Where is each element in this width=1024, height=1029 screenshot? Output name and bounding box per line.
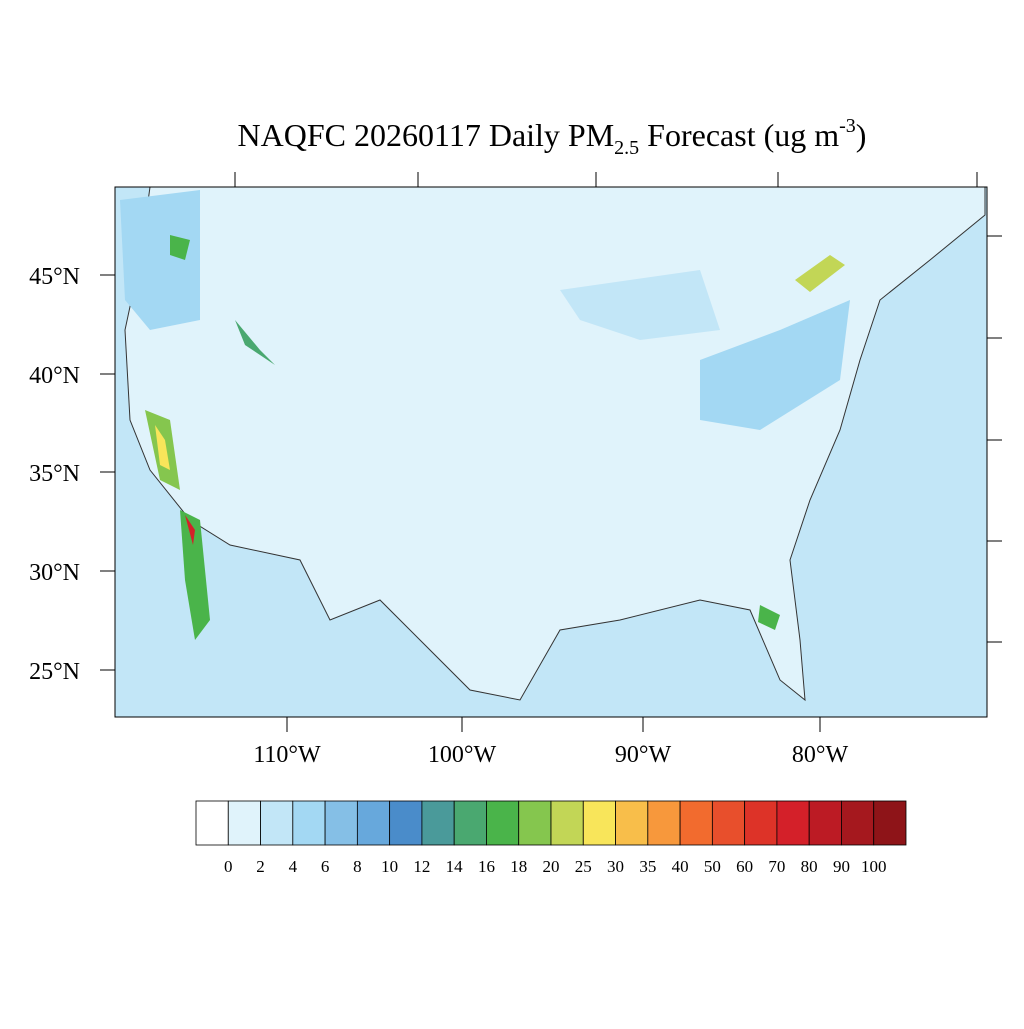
land bbox=[124, 186, 986, 702]
lat-label: 25°N bbox=[29, 659, 80, 685]
colorbar-box bbox=[582, 800, 616, 846]
lon-label: 90°W bbox=[615, 742, 672, 768]
lat-label: 30°N bbox=[29, 560, 80, 586]
colorbar-label: 40 bbox=[672, 857, 689, 876]
colorbar-box bbox=[260, 800, 294, 846]
map-ticks bbox=[100, 172, 1002, 732]
hotspot-seattle bbox=[170, 235, 190, 260]
axis-labels: 45°N 40°N 35°N 30°N 25°N 110°W 100°W 90°W 80°W bbox=[29, 264, 848, 768]
great-lakes-haze bbox=[560, 270, 720, 340]
colorbar-box bbox=[486, 800, 520, 846]
colorbar-label: 10 bbox=[381, 857, 398, 876]
colorbar-label: 18 bbox=[510, 857, 527, 876]
colorbar-box bbox=[550, 800, 584, 846]
colorbar-label: 100 bbox=[861, 857, 887, 876]
colorbar: 0 2 4 6 8 10 12 14 16 18 20 25 30 35 40 50 60 70 80 90 100 bbox=[195, 800, 907, 876]
title-sub: 2.5 bbox=[614, 137, 639, 159]
colorbar-label: 20 bbox=[543, 857, 560, 876]
colorbar-label: 0 bbox=[224, 857, 233, 876]
hotspot-baja bbox=[180, 510, 210, 640]
colorbar-box bbox=[744, 800, 778, 846]
colorbar-box bbox=[776, 800, 810, 846]
colorbar-box bbox=[324, 800, 358, 846]
colorbar-box bbox=[615, 800, 649, 846]
colorbar-box bbox=[292, 800, 326, 846]
colorbar-label: 80 bbox=[801, 857, 818, 876]
lon-label: 110°W bbox=[253, 742, 321, 768]
hotspot-cv-core bbox=[155, 425, 170, 470]
colorbar-label: 50 bbox=[704, 857, 721, 876]
colorbar-box bbox=[227, 800, 261, 846]
lon-label: 80°W bbox=[792, 742, 849, 768]
lat-label: 40°N bbox=[29, 363, 80, 389]
lat-label: 35°N bbox=[29, 461, 80, 487]
map bbox=[100, 172, 1002, 732]
colorbar-label: 16 bbox=[478, 857, 495, 876]
colorbar-label: 8 bbox=[353, 857, 362, 876]
colorbar-box bbox=[356, 800, 391, 846]
lon-label: 100°W bbox=[428, 742, 497, 768]
colorbar-box bbox=[453, 800, 487, 846]
colorbar-label: 25 bbox=[575, 857, 592, 876]
title-end: ) bbox=[856, 117, 867, 153]
colorbar-box bbox=[873, 800, 907, 846]
colorbar-label: 14 bbox=[446, 857, 464, 876]
colorbar-label: 4 bbox=[289, 857, 298, 876]
title-sup: -3 bbox=[839, 115, 856, 137]
title-main: NAQFC 20260117 Daily PM bbox=[238, 117, 615, 153]
colorbar-label: 70 bbox=[768, 857, 785, 876]
hotspot-florida bbox=[758, 605, 780, 630]
colorbar-label: 12 bbox=[413, 857, 430, 876]
hotspot-montreal bbox=[795, 255, 845, 292]
colorbar-label: 30 bbox=[607, 857, 624, 876]
colorbar-label: 90 bbox=[833, 857, 850, 876]
colorbar-label: 6 bbox=[321, 857, 330, 876]
colorbar-box bbox=[679, 800, 713, 846]
colorbar-box bbox=[647, 800, 681, 846]
haze-east bbox=[700, 300, 850, 430]
haze-nw bbox=[120, 190, 200, 330]
colorbar-box bbox=[389, 800, 423, 846]
colorbar-box bbox=[711, 800, 746, 846]
colorbar-box bbox=[518, 800, 552, 846]
map-frame bbox=[114, 186, 988, 718]
colorbar-box bbox=[841, 800, 875, 846]
title-rest: Forecast (ug m bbox=[639, 117, 839, 153]
colorbar-box bbox=[421, 800, 455, 846]
colorbar-label: 60 bbox=[736, 857, 753, 876]
title: NAQFC 20260117 Daily PM2.5 Forecast (ug … bbox=[238, 115, 867, 159]
lat-label: 45°N bbox=[29, 264, 80, 290]
colorbar-box bbox=[808, 800, 842, 846]
hotspot-la bbox=[185, 515, 195, 545]
colorbar-label: 35 bbox=[639, 857, 656, 876]
colorbar-box bbox=[195, 800, 229, 846]
colorbar-label: 2 bbox=[256, 857, 265, 876]
